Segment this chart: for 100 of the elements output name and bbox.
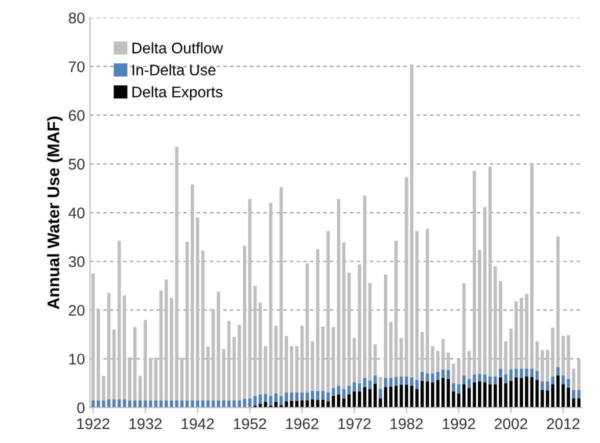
bar <box>201 250 204 400</box>
bar <box>478 381 482 408</box>
bar <box>431 346 434 374</box>
bar <box>468 378 471 388</box>
bar <box>488 166 492 376</box>
bar <box>238 324 241 400</box>
bar <box>232 400 236 408</box>
bar <box>310 390 314 400</box>
bar <box>520 298 524 369</box>
bar <box>295 400 298 408</box>
x-tick-label: 1932 <box>130 418 162 430</box>
bar <box>122 295 126 400</box>
bar <box>332 388 336 396</box>
x-tick-label: 1972 <box>338 418 371 430</box>
bar <box>107 399 110 408</box>
legend-label: Delta Outflow <box>132 42 223 54</box>
bar <box>551 384 554 408</box>
bar <box>441 378 445 408</box>
bar <box>196 218 200 400</box>
bar <box>300 392 304 400</box>
bar <box>148 358 152 400</box>
bar <box>347 272 351 386</box>
bar <box>420 380 424 408</box>
bar <box>212 309 215 400</box>
bar <box>436 380 440 408</box>
bar <box>321 326 325 391</box>
x-tick-label: 1962 <box>286 418 318 430</box>
bar <box>342 398 346 408</box>
bar <box>504 383 508 408</box>
bar <box>316 249 320 391</box>
bar <box>509 328 513 370</box>
bar <box>159 290 163 400</box>
bar <box>326 231 330 392</box>
bar <box>374 384 377 408</box>
bar <box>384 274 388 378</box>
bar <box>326 392 330 402</box>
bar <box>540 381 544 390</box>
bar <box>306 400 309 408</box>
bar <box>206 346 210 400</box>
bar <box>290 346 294 392</box>
bar <box>551 328 554 376</box>
bar <box>347 386 351 394</box>
bar <box>128 357 132 400</box>
bar <box>556 236 560 368</box>
bar <box>316 400 320 408</box>
bar <box>274 393 278 402</box>
bar <box>404 376 408 385</box>
bar <box>175 146 178 400</box>
x-tick-label: 1922 <box>77 418 110 430</box>
bar <box>562 384 565 408</box>
bar <box>222 349 226 400</box>
bar <box>566 334 570 379</box>
bar <box>258 302 262 394</box>
bar <box>400 384 403 408</box>
bar <box>472 170 476 374</box>
bar <box>154 400 158 408</box>
bar <box>436 351 440 372</box>
bar <box>457 384 460 394</box>
y-tick-label: 80 <box>68 12 85 24</box>
bar <box>535 380 539 408</box>
legend-label: Delta Exports <box>132 86 222 100</box>
bar <box>452 364 456 384</box>
bar <box>363 387 366 408</box>
bar <box>363 378 366 388</box>
bar <box>446 352 450 370</box>
bar <box>389 378 392 387</box>
bar <box>133 327 137 400</box>
bar <box>336 198 340 386</box>
bar <box>290 392 294 401</box>
bar <box>509 380 513 408</box>
bar <box>316 390 320 400</box>
bar <box>504 341 508 374</box>
bar <box>332 327 336 388</box>
bar <box>504 374 508 384</box>
y-tick-label: 50 <box>68 158 85 170</box>
bar <box>295 346 298 392</box>
bar <box>540 350 544 382</box>
bar <box>352 338 356 382</box>
bar <box>514 301 518 369</box>
bar <box>248 198 252 398</box>
bar <box>556 367 560 376</box>
bar <box>415 380 419 390</box>
bar <box>186 400 189 408</box>
bar <box>368 283 372 380</box>
bar <box>457 359 460 384</box>
bar <box>186 242 189 400</box>
bar <box>242 246 246 399</box>
bar <box>546 390 550 408</box>
bar <box>400 376 403 385</box>
y-axis-title: Annual Water Use (MAF) <box>47 116 63 310</box>
bar <box>128 400 132 408</box>
bar <box>509 370 513 381</box>
bar <box>420 372 424 381</box>
bar <box>562 336 565 376</box>
bar <box>535 371 539 380</box>
bar <box>175 400 178 408</box>
bar <box>420 332 424 372</box>
bar <box>264 346 268 394</box>
bar <box>374 344 377 376</box>
bar <box>483 374 486 382</box>
